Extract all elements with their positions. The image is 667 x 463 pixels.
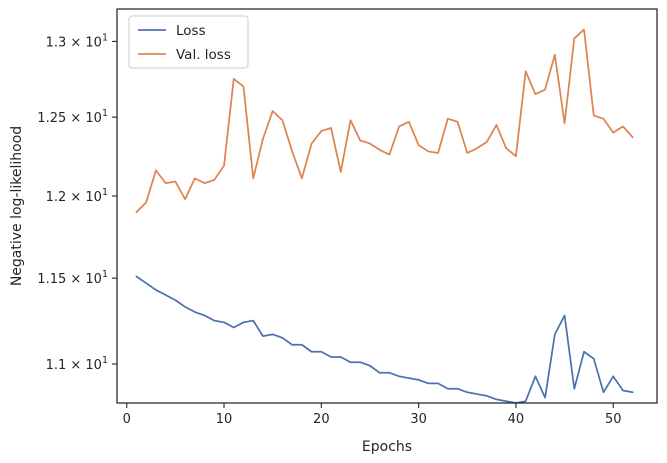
series-line-loss xyxy=(135,275,634,404)
legend-label-val-loss: Val. loss xyxy=(176,47,231,63)
x-axis-label: Epochs xyxy=(362,439,412,455)
x-tick-label: 10 xyxy=(216,412,233,427)
y-tick-label: 1.3 × 101 xyxy=(46,32,108,50)
y-axis: 1.1 × 101 1.15 × 101 1.2 × 101 1.25 × 101 1.… xyxy=(37,32,117,373)
y-tick-label: 1.25 × 101 xyxy=(37,108,108,126)
x-tick-label: 40 xyxy=(508,412,525,427)
x-tick-label: 20 xyxy=(313,412,330,427)
x-tick-label: 0 xyxy=(123,412,131,427)
legend-box xyxy=(128,15,249,69)
legend: Loss Val. loss xyxy=(128,15,249,69)
y-tick-label: 1.15 × 101 xyxy=(37,269,108,287)
x-axis: 0 10 20 30 40 50 xyxy=(123,403,622,427)
legend-label-loss: Loss xyxy=(176,23,206,39)
y-tick-label: 1.2 × 101 xyxy=(46,187,108,205)
x-tick-label: 50 xyxy=(605,412,622,427)
series-line-val-loss xyxy=(135,28,634,214)
y-tick-label: 1.1 × 101 xyxy=(46,355,108,373)
y-axis-label: Negative log-likelihood xyxy=(9,126,25,286)
x-tick-label: 30 xyxy=(410,412,427,427)
series-layer xyxy=(135,28,634,404)
plot-frame xyxy=(116,8,658,404)
